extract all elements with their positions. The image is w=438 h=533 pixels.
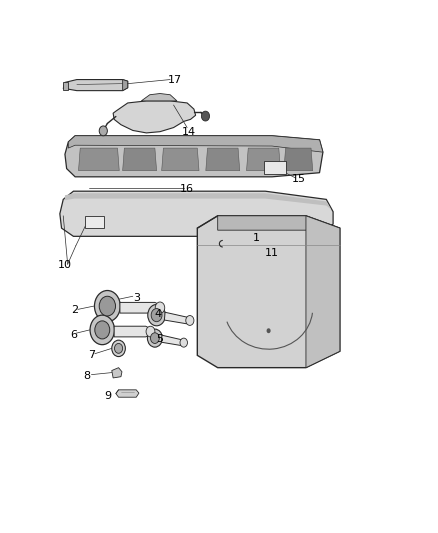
Polygon shape [114,326,151,337]
Polygon shape [116,390,139,397]
Text: 14: 14 [182,127,196,136]
Circle shape [146,326,155,337]
Circle shape [99,126,107,136]
Polygon shape [212,216,230,228]
Circle shape [95,290,120,322]
Polygon shape [60,191,333,236]
Polygon shape [78,148,119,171]
Polygon shape [65,136,323,177]
Text: 17: 17 [168,75,182,85]
Circle shape [148,304,166,326]
Circle shape [114,343,123,353]
Text: 15: 15 [292,174,306,184]
Bar [264,161,286,174]
Text: 7: 7 [88,350,95,360]
Polygon shape [284,148,313,171]
Text: 5: 5 [156,334,163,344]
Polygon shape [123,79,128,91]
Polygon shape [234,240,249,253]
Polygon shape [247,148,280,171]
Text: 11: 11 [265,248,279,258]
Text: 3: 3 [133,293,140,303]
Polygon shape [197,216,340,368]
Polygon shape [63,79,128,91]
Polygon shape [68,136,323,152]
Text: 16: 16 [180,184,194,194]
Circle shape [148,329,162,347]
Polygon shape [113,101,196,133]
Polygon shape [306,216,340,368]
Polygon shape [141,93,177,101]
Polygon shape [63,82,68,90]
Polygon shape [211,248,247,257]
Polygon shape [120,302,161,313]
Text: 2: 2 [71,305,79,315]
Text: 8: 8 [83,371,91,381]
Circle shape [201,111,209,121]
Text: 9: 9 [104,391,111,401]
Polygon shape [162,148,199,171]
Text: 6: 6 [70,330,77,340]
Circle shape [95,321,110,339]
Polygon shape [112,368,122,378]
Polygon shape [164,312,191,324]
Circle shape [186,316,194,325]
Circle shape [90,315,114,345]
Polygon shape [218,216,340,230]
Circle shape [151,309,162,322]
Text: 10: 10 [58,260,72,270]
Circle shape [180,338,187,347]
Circle shape [99,296,116,316]
Text: 4: 4 [155,309,162,319]
Polygon shape [123,148,156,171]
Circle shape [267,328,271,333]
Circle shape [151,333,159,343]
Circle shape [155,302,165,313]
Bar [85,216,104,228]
Polygon shape [206,148,240,171]
Text: 1: 1 [253,233,260,244]
Circle shape [112,340,125,357]
Polygon shape [161,335,185,345]
Polygon shape [65,193,332,209]
